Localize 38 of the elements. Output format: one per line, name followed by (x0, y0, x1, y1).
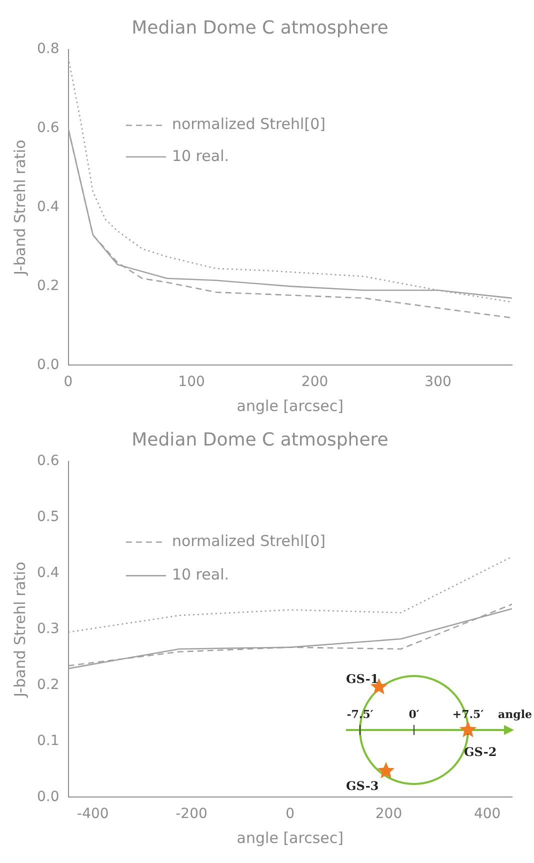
y-tick-label: 0.5 (37, 509, 60, 526)
legend-label: 10 real. (172, 146, 230, 165)
x-tick-label: 0 (64, 374, 73, 390)
legend-label: normalized Strehl[0] (172, 115, 326, 134)
annotation: GS-1 (346, 672, 379, 686)
legend-label: 10 real. (172, 566, 230, 584)
x-tick-label: 300 (424, 374, 452, 390)
chart-title: Median Dome C atmosphere (132, 17, 388, 38)
chart-title: Median Dome C atmosphere (132, 429, 388, 450)
x-tick-label: 200 (375, 806, 402, 822)
annotation: angle (498, 708, 532, 721)
y-tick-label: 0.2 (37, 278, 60, 294)
y-tick-label: 0.6 (37, 120, 60, 136)
annotation: GS-3 (346, 779, 379, 793)
annotation: GS-2 (464, 745, 497, 759)
y-tick-label: 0.1 (37, 732, 60, 749)
y-tick-label: 0.6 (37, 453, 60, 470)
y-tick-label: 0.0 (37, 356, 60, 373)
x-axis-title: angle [arcsec] (236, 396, 344, 415)
x-tick-label: 400 (474, 806, 501, 822)
legend-label: normalized Strehl[0] (172, 532, 326, 550)
y-axis-title: J-band Strehl ratio (10, 562, 29, 698)
x-tick-label: -200 (176, 806, 208, 822)
y-tick-label: 0.8 (37, 41, 60, 58)
x-tick-label: 100 (178, 374, 205, 390)
y-tick-label: 0.0 (37, 788, 60, 805)
y-tick-label: 0.4 (37, 565, 60, 582)
line-series (68, 556, 512, 633)
annotation: 0′ (408, 708, 420, 721)
x-tick-label: 0 (286, 806, 295, 822)
y-tick-label: 0.3 (37, 621, 60, 638)
x-tick-label: 200 (301, 374, 328, 390)
y-axis-title: J-band Strehl ratio (10, 140, 29, 276)
line-series (68, 56, 512, 303)
y-tick-label: 0.4 (37, 199, 60, 216)
x-tick-label: -400 (77, 806, 109, 822)
x-axis-title: angle [arcsec] (236, 828, 344, 847)
y-tick-label: 0.2 (37, 676, 60, 693)
